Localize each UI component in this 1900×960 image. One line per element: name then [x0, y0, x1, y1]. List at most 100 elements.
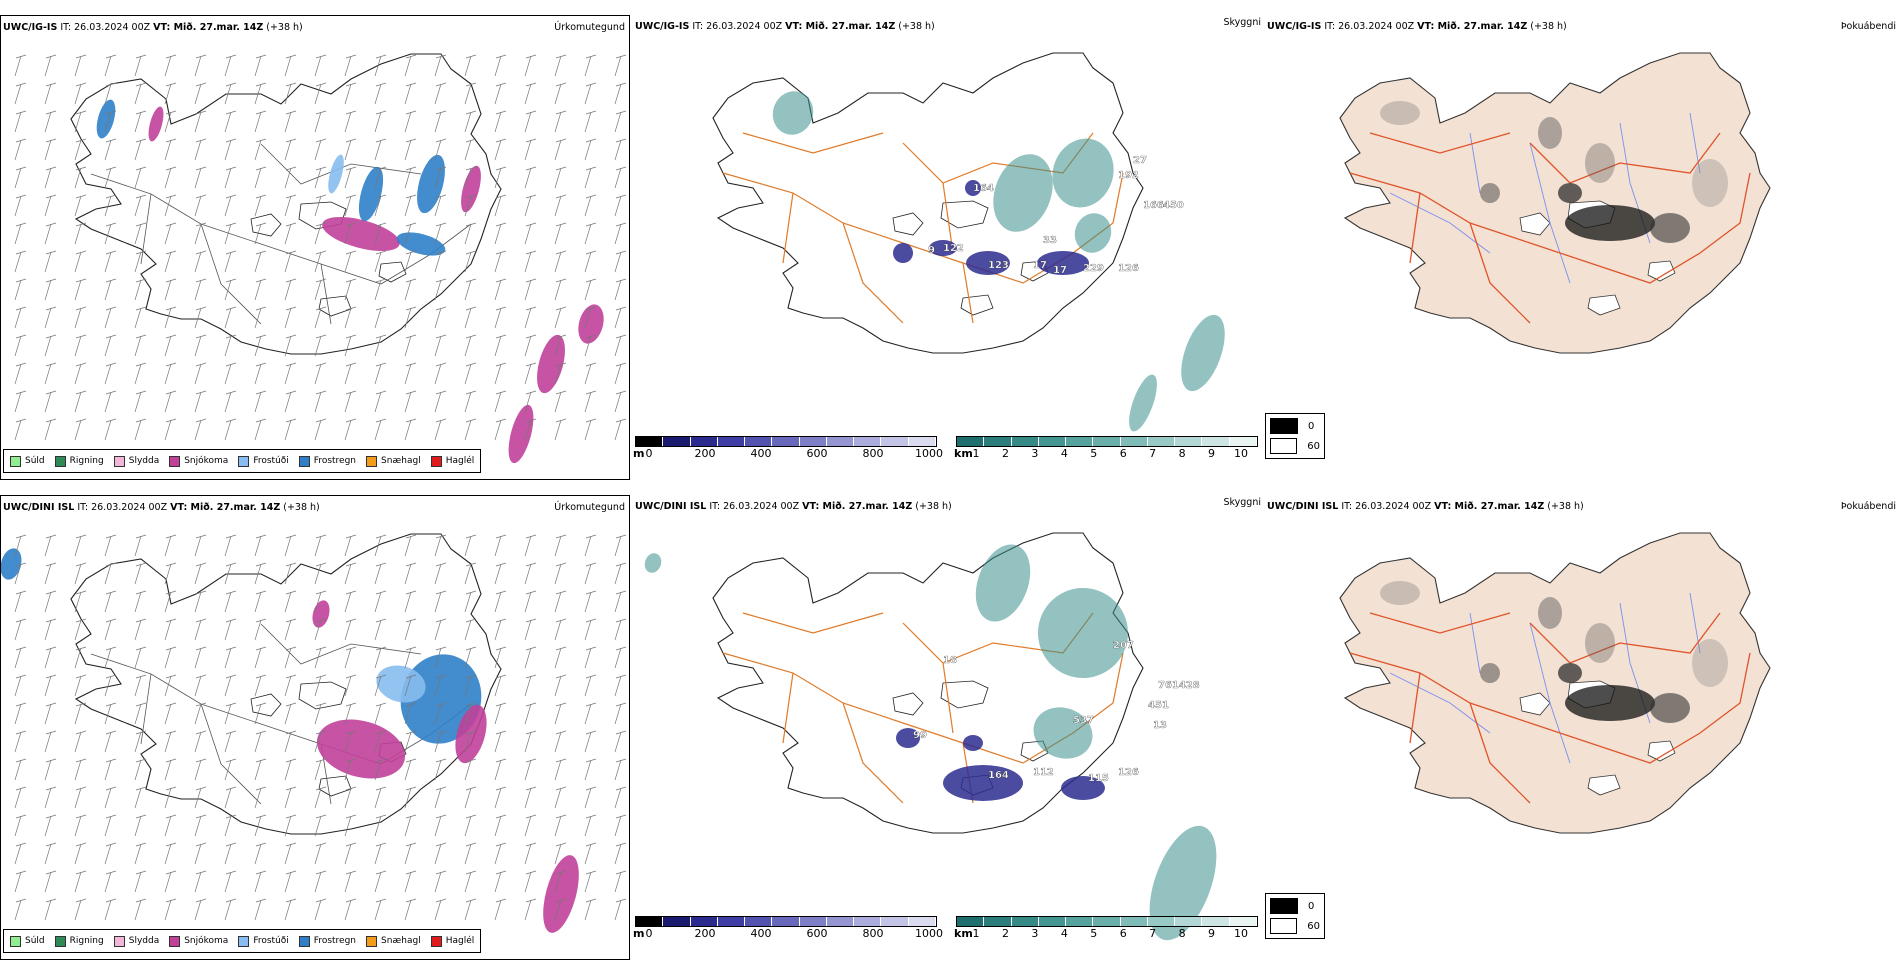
wind-barb	[254, 618, 267, 641]
wind-barb	[314, 674, 327, 697]
wind-barb	[74, 814, 87, 837]
wind-barb	[494, 194, 507, 217]
wind-barb	[254, 814, 267, 837]
wind-barb	[374, 870, 387, 893]
legend-item: Haglél	[430, 935, 474, 947]
wind-barb	[314, 786, 327, 809]
wind-barb	[284, 306, 297, 329]
cloudbase-label: 13	[1153, 720, 1167, 731]
wind-barb	[14, 730, 27, 753]
wind-barb	[254, 82, 267, 105]
wind-barb	[494, 54, 507, 77]
wind-barb	[614, 870, 627, 893]
colorbar-cell	[1175, 437, 1203, 446]
wind-barb	[44, 334, 57, 357]
wind-barb	[104, 362, 117, 385]
field-area	[508, 404, 534, 464]
wind-barb	[524, 674, 537, 697]
wind-barb	[224, 362, 237, 385]
wind-barb	[464, 842, 477, 865]
wind-barb	[74, 110, 87, 133]
wind-barb	[284, 418, 297, 441]
wind-barb	[194, 758, 207, 781]
wind-barb	[194, 786, 207, 809]
colorbar-tick: 3	[1031, 447, 1039, 460]
legend-label: Rigning	[69, 936, 104, 946]
legend-swatch	[169, 935, 181, 947]
wind-barb	[254, 534, 267, 557]
wind-barb	[314, 562, 327, 585]
wind-barb	[104, 418, 117, 441]
wind-barb	[224, 278, 237, 301]
wind-barb	[494, 390, 507, 413]
wind-barb	[224, 54, 237, 77]
precip-map	[1, 533, 627, 933]
field-area	[1033, 707, 1093, 759]
wind-barb	[44, 618, 57, 641]
wind-barb	[254, 138, 267, 161]
wind-barb	[14, 898, 27, 921]
wind-barb	[524, 730, 537, 753]
field-area	[1, 548, 22, 580]
wind-barb	[14, 870, 27, 893]
wind-barb	[74, 618, 87, 641]
wind-barb	[344, 674, 357, 697]
wind-barb	[314, 702, 327, 725]
wind-barb	[224, 166, 237, 189]
panel-field-name: Skyggni	[1223, 497, 1261, 508]
wind-barb	[374, 250, 387, 273]
wind-barb	[14, 54, 27, 77]
wind-barb	[464, 54, 477, 77]
wind-barb	[344, 306, 357, 329]
colorbar-tick: 400	[750, 927, 772, 940]
wind-barb	[14, 82, 27, 105]
wind-barb	[194, 306, 207, 329]
colorbar-tick: 7	[1149, 447, 1157, 460]
wind-barb	[584, 418, 597, 441]
wind-barb	[344, 786, 357, 809]
wind-barb	[44, 730, 57, 753]
colorbar-tick: 8	[1178, 927, 1186, 940]
wind-barb	[464, 250, 477, 273]
legend-item: Slydda	[113, 455, 159, 467]
wind-barb	[14, 674, 27, 697]
wind-barb	[554, 590, 567, 613]
wind-barb	[614, 334, 627, 357]
wind-barb	[584, 730, 597, 753]
wind-barb	[464, 562, 477, 585]
wind-barb	[14, 334, 27, 357]
wind-barb	[494, 534, 507, 557]
wind-barb	[374, 418, 387, 441]
wind-barb	[134, 534, 147, 557]
wind-barb	[164, 646, 177, 669]
wind-barb	[494, 418, 507, 441]
field-area	[1558, 183, 1582, 203]
wind-barb	[134, 278, 147, 301]
wind-barb	[14, 702, 27, 725]
cloudbase-label: 166	[1143, 200, 1164, 211]
wind-barb	[554, 730, 567, 753]
wind-barb	[584, 278, 597, 301]
wind-barb	[344, 814, 357, 837]
field-area	[943, 765, 1023, 801]
wind-barb	[554, 110, 567, 133]
wind-barb	[284, 562, 297, 585]
wind-barb	[404, 590, 417, 613]
wind-barb	[224, 786, 237, 809]
fog-panel-1: UWC/IG-IS IT: 26.03.2024 00Z VT: Mið. 27…	[1265, 15, 1900, 480]
colorbar-cells	[956, 916, 1258, 927]
wind-barb	[74, 250, 87, 273]
wind-barb	[104, 54, 117, 77]
wind-barb	[284, 618, 297, 641]
wind-barb	[254, 786, 267, 809]
fog-legend-item: 0	[1270, 898, 1320, 914]
colorbar-cell	[854, 917, 882, 926]
wind-barb	[494, 702, 507, 725]
wind-barb	[104, 758, 117, 781]
wind-barb	[524, 110, 537, 133]
wind-barb	[584, 334, 597, 357]
wind-barb	[614, 646, 627, 669]
wind-barb	[74, 674, 87, 697]
colorbar-tick: 10	[1234, 927, 1248, 940]
wind-barb	[584, 222, 597, 245]
